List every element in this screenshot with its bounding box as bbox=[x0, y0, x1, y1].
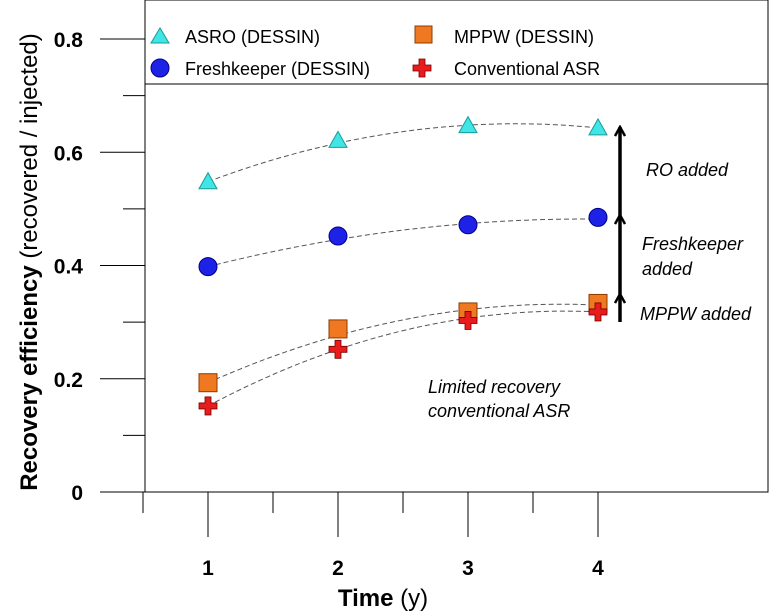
plot-frame bbox=[144, 0, 769, 493]
legend-square-icon bbox=[414, 25, 433, 44]
data-point-freshkeeper bbox=[198, 257, 218, 277]
legend: ASRO (DESSIN) MPPW (DESSIN) Freshkeeper … bbox=[150, 25, 600, 79]
y-tick-label: 0 bbox=[71, 482, 83, 505]
y-axis: 0 0.2 0.4 0.6 0.8 bbox=[54, 29, 145, 505]
annotation-limited-recovery-1: Limited recovery bbox=[428, 377, 561, 397]
annotation-mppw-added: MPPW added bbox=[640, 304, 752, 324]
legend-label-mppw: MPPW (DESSIN) bbox=[454, 27, 594, 47]
data-point-freshkeeper bbox=[328, 226, 348, 246]
y-tick-label: 0.4 bbox=[54, 256, 84, 279]
x-axis: 1 2 3 4 bbox=[142, 492, 604, 580]
trend-line bbox=[207, 218, 599, 268]
data-point-conventional-asr bbox=[458, 311, 478, 330]
trend-line bbox=[207, 303, 599, 384]
x-axis-title-main: Time bbox=[338, 585, 394, 612]
x-axis-title-unit: (y) bbox=[400, 585, 428, 612]
x-tick-label: 2 bbox=[332, 557, 344, 580]
data-point-asro bbox=[328, 130, 348, 148]
annotation-freshkeeper-added-1: Freshkeeper bbox=[642, 234, 744, 254]
data-point-mppw bbox=[328, 319, 348, 339]
legend-triangle-icon bbox=[150, 27, 170, 44]
y-tick-label: 0.2 bbox=[54, 369, 83, 392]
legend-cross-icon bbox=[412, 58, 432, 78]
annotation-ro-added: RO added bbox=[646, 160, 729, 180]
y-axis-title-main: Recovery efficiency bbox=[16, 265, 43, 491]
legend-circle-icon bbox=[150, 58, 170, 78]
y-axis-title-unit: (recovered / injected) bbox=[16, 33, 43, 258]
data-point-conventional-asr bbox=[198, 396, 218, 416]
y-axis-title: Recovery efficiency (recovered / injecte… bbox=[16, 33, 43, 491]
data-point-asro bbox=[198, 171, 218, 190]
trend-line bbox=[207, 310, 599, 407]
x-axis-title: Time (y) bbox=[338, 585, 428, 612]
data-point-freshkeeper bbox=[588, 207, 608, 227]
y-tick-label: 0.6 bbox=[54, 142, 83, 165]
x-tick-label: 1 bbox=[202, 557, 214, 580]
x-tick-label: 4 bbox=[592, 557, 604, 580]
x-tick-label: 3 bbox=[462, 557, 474, 580]
data-point-mppw bbox=[198, 373, 218, 393]
annotation-limited-recovery-2: conventional ASR bbox=[428, 401, 570, 421]
trend-line bbox=[207, 123, 599, 183]
data-point-asro bbox=[588, 117, 608, 136]
y-tick-label: 0.8 bbox=[54, 29, 84, 52]
data-point-conventional-asr bbox=[588, 302, 608, 322]
annotation-freshkeeper-added-2: added bbox=[642, 259, 693, 279]
legend-label-asro: ASRO (DESSIN) bbox=[185, 27, 320, 47]
data-point-conventional-asr bbox=[328, 339, 348, 359]
data-point-freshkeeper bbox=[458, 215, 478, 235]
legend-label-conventional: Conventional ASR bbox=[454, 59, 600, 79]
trend-lines bbox=[207, 123, 599, 407]
data-point-asro bbox=[458, 115, 478, 134]
legend-label-freshkeeper: Freshkeeper (DESSIN) bbox=[185, 59, 370, 79]
data-points bbox=[198, 115, 608, 416]
